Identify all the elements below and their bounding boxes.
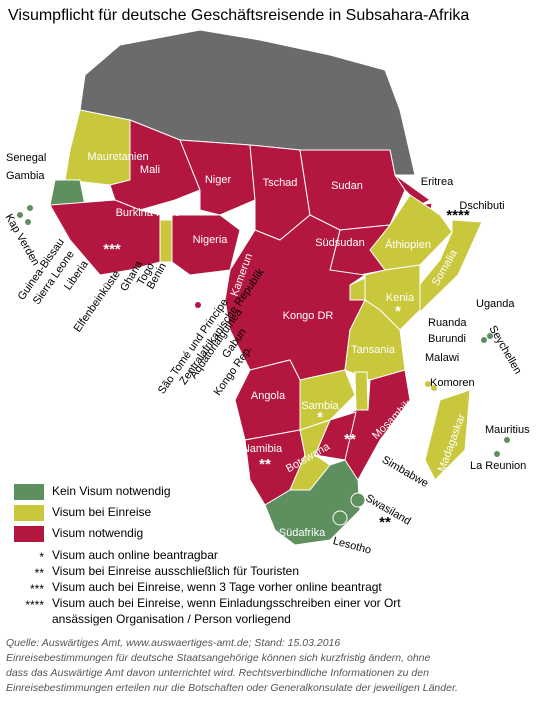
country-label: Kenia — [386, 292, 415, 304]
footnote-marker: ** — [259, 456, 271, 473]
footnote-marker: ** — [344, 431, 356, 448]
country-shape — [424, 389, 471, 481]
footnote-symbol: **** — [25, 598, 44, 612]
source-note: dass das Auswärtige Amt davon unterricht… — [6, 667, 429, 679]
legend-swatch — [14, 526, 44, 542]
country-label: Lesotho — [332, 535, 373, 557]
legend-swatch — [14, 484, 44, 500]
footnote-symbol: *** — [30, 582, 44, 596]
country-label: Simbabwe — [380, 454, 430, 490]
island — [332, 510, 348, 526]
source-note: Einreisebestimmungen erteilen nur die Bo… — [6, 682, 458, 694]
country-label: Komoren — [430, 377, 475, 389]
island — [350, 492, 366, 508]
country-label: Dschibuti — [459, 200, 504, 212]
footnote-marker: ** — [379, 514, 391, 531]
country-label: Südsudan — [315, 237, 365, 249]
footnote-text: Visum auch bei Einreise, wenn Einladungs… — [52, 596, 401, 610]
country-label: Sambia — [301, 400, 339, 412]
country-label: La Reunion — [470, 460, 526, 472]
country-label: Gambia — [6, 170, 45, 182]
island — [504, 437, 510, 443]
country-shape — [49, 179, 86, 206]
island — [425, 381, 431, 387]
island — [17, 212, 23, 218]
country-shape — [299, 369, 356, 431]
island — [487, 333, 493, 339]
country-label: Namibia — [242, 443, 283, 455]
island — [481, 337, 487, 343]
footnote-marker: * — [317, 409, 323, 426]
legend-swatch — [14, 505, 44, 521]
country-label: Burundi — [428, 333, 466, 345]
country-label: Burkina Faso — [116, 207, 181, 219]
country-label: Südafrika — [279, 527, 326, 539]
island — [431, 385, 437, 391]
title: Visumpflicht für deutsche Geschäftsreise… — [8, 7, 469, 24]
country-shape — [64, 109, 131, 186]
footnote-marker: * — [395, 303, 401, 320]
country-shape — [159, 219, 173, 263]
country-label: Eritrea — [421, 176, 454, 188]
island — [25, 219, 31, 225]
source-note: Quelle: Auswärtiges Amt, www.auswaertige… — [6, 637, 340, 649]
country-label: Äthiopien — [385, 239, 431, 251]
country-label: Kap Verden — [3, 212, 42, 268]
legend-label: Visum bei Einreise — [52, 505, 151, 519]
footnote-marker: **** — [446, 207, 470, 224]
country-label: Mali — [140, 164, 160, 176]
legend-label: Visum notwendig — [52, 526, 143, 540]
country-label: Nigeria — [193, 234, 229, 246]
country-label: Senegal — [6, 152, 46, 164]
source-note: Einreisebestimmungen für deutsche Staats… — [6, 652, 430, 664]
country-label: Angola — [251, 390, 286, 402]
footnote-symbol: ** — [35, 566, 45, 580]
country-shape — [344, 299, 406, 381]
country-label: Uganda — [476, 298, 515, 310]
country-label: Niger — [205, 174, 232, 186]
island — [494, 451, 500, 457]
footnote-marker: *** — [103, 241, 121, 258]
footnote-text: ansässigen Organisation / Person vorlieg… — [52, 612, 291, 626]
footnote-text: Visum auch online beantragbar — [52, 548, 218, 562]
country-label: Tschad — [263, 177, 298, 189]
island — [27, 205, 33, 211]
country-label: Mauritius — [485, 424, 530, 436]
footnote-symbol: * — [39, 550, 44, 564]
country-label: Kongo DR — [283, 310, 334, 322]
country-label: Malawi — [425, 352, 459, 364]
country-label: Tansania — [351, 344, 396, 356]
country-shape — [354, 371, 369, 411]
footnote-text: Visum bei Einreise ausschließlich für To… — [52, 564, 299, 578]
legend-label: Kein Visum notwendig — [52, 484, 171, 498]
country-label: Seychellen — [486, 324, 523, 377]
island — [195, 302, 201, 308]
country-label: Ruanda — [428, 317, 467, 329]
country-label: Sudan — [331, 180, 363, 192]
country-label: Mauretanien — [87, 151, 148, 163]
footnote-text: Visum auch bei Einreise, wenn 3 Tage vor… — [52, 580, 382, 594]
